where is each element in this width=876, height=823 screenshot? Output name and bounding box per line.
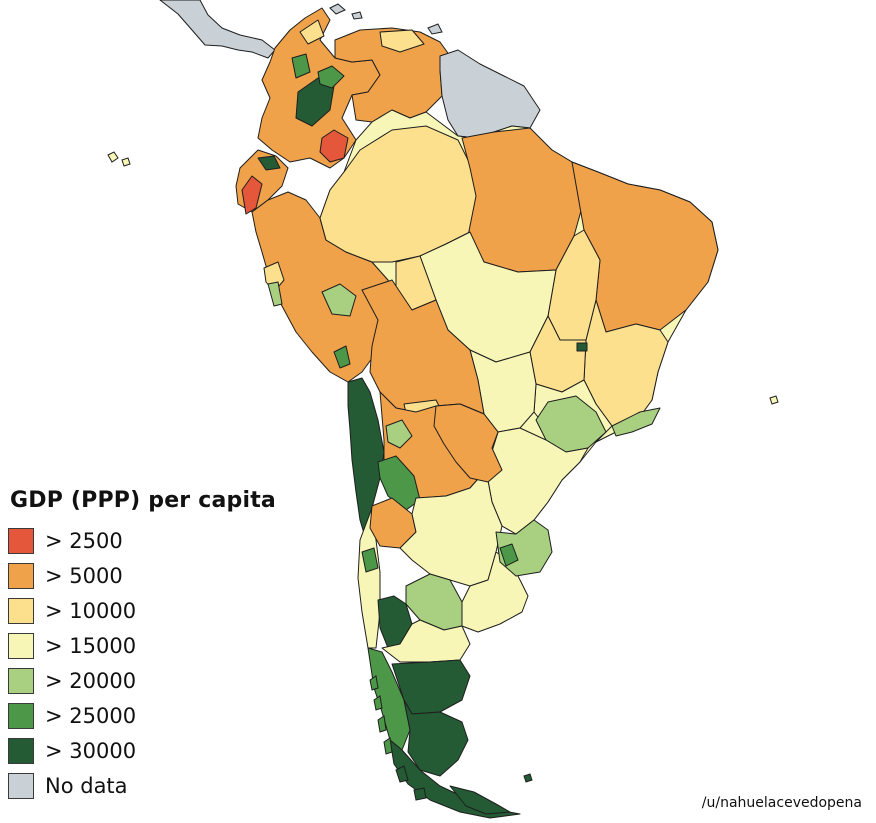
legend-label: > 2500 xyxy=(45,528,123,553)
argentina-rio-negro xyxy=(381,619,471,663)
argentina-jujuy-green xyxy=(385,419,413,449)
legend-label: > 30000 xyxy=(45,738,137,763)
legend-label: > 25000 xyxy=(45,703,137,728)
uruguay-montevideo xyxy=(499,543,519,567)
colombia-north xyxy=(299,19,325,45)
legend-item: > 10000 xyxy=(8,593,308,628)
legend-item: > 2500 xyxy=(8,523,308,558)
brazil-rio xyxy=(611,407,661,437)
legend-swatch xyxy=(8,597,34,624)
colombia-east xyxy=(317,65,345,89)
guianas-no-data xyxy=(439,49,541,139)
argentina-santa-cruz xyxy=(403,699,469,777)
legend-label: > 10000 xyxy=(45,598,137,623)
legend-swatch xyxy=(8,632,34,659)
colombia-red xyxy=(319,129,349,163)
ecuador-green xyxy=(257,155,281,171)
argentina-tierra-del-fuego xyxy=(449,785,511,815)
legend-item: > 15000 xyxy=(8,628,308,663)
legend-swatch xyxy=(8,667,34,694)
peru-south-green xyxy=(333,345,351,369)
legend-item: > 5000 xyxy=(8,558,308,593)
author-credit: /u/nahuelacevedopena xyxy=(701,795,862,811)
legend-item: > 20000 xyxy=(8,663,308,698)
peru-lima xyxy=(321,283,357,317)
chile-green-central xyxy=(361,547,379,573)
legend-item: > 30000 xyxy=(8,733,308,768)
legend-swatch xyxy=(8,772,34,799)
ecuador-red xyxy=(241,175,263,215)
legend-label: > 5000 xyxy=(45,563,123,588)
paraguay xyxy=(433,403,503,483)
legend-item: No data xyxy=(8,768,308,803)
legend-swatch xyxy=(8,702,34,729)
argentina-catamarca-green xyxy=(377,455,421,511)
legend-swatch xyxy=(8,562,34,589)
argentina-la-pampa xyxy=(405,573,463,631)
brazil-federal-district xyxy=(576,342,588,352)
legend-swatch xyxy=(8,737,34,764)
legend-label: > 20000 xyxy=(45,668,137,693)
legend: GDP (PPP) per capita > 2500 > 5000 > 100… xyxy=(8,488,308,803)
colombia-green-west xyxy=(291,53,311,79)
central-america-no-data xyxy=(159,0,276,59)
legend-title: GDP (PPP) per capita xyxy=(10,488,276,513)
legend-label: No data xyxy=(45,773,128,798)
bogota-region xyxy=(295,77,335,127)
legend-label: > 15000 xyxy=(45,633,137,658)
peru-coast-green xyxy=(267,281,283,307)
legend-swatch xyxy=(8,527,34,554)
venezuela-north xyxy=(379,29,425,53)
legend-item: > 25000 xyxy=(8,698,308,733)
brazil-para xyxy=(461,127,585,273)
